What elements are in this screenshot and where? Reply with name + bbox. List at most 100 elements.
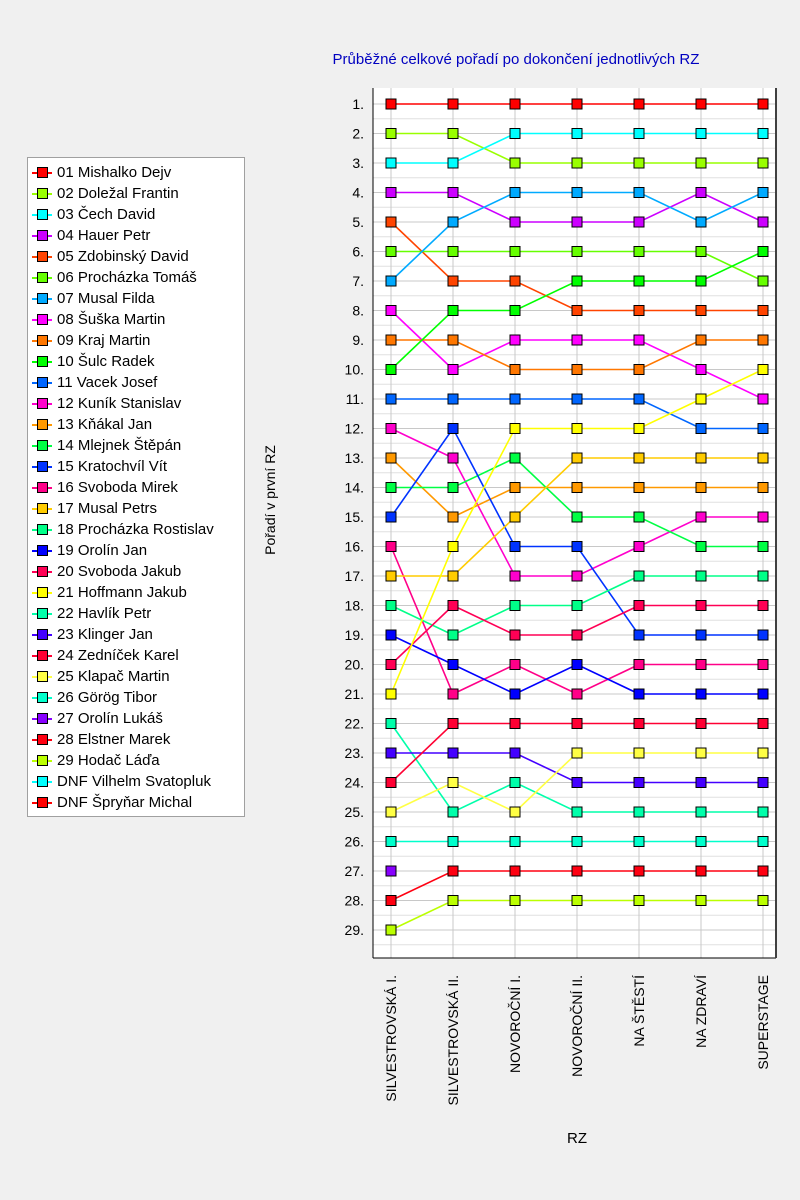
series-15 (385, 423, 769, 641)
legend-item: 17 Musal Petrs (28, 498, 244, 519)
y-tick-label: 3. (352, 155, 364, 171)
data-point (447, 393, 459, 405)
data-point (633, 482, 645, 493)
legend-marker (37, 314, 48, 325)
legend-item: 01 Mishalko Dejv (28, 162, 244, 183)
data-point (633, 423, 645, 434)
data-point (447, 334, 459, 346)
data-point (571, 511, 583, 523)
legend-item: DNF Vilhelm Svatopluk (28, 771, 244, 792)
series-23 (385, 747, 769, 788)
y-tick-label: 6. (352, 244, 364, 260)
legend-label: 08 Šuška Martin (57, 311, 166, 328)
data-point (571, 305, 583, 316)
legend-marker (37, 566, 48, 577)
chart-title: Průběžné celkové pořadí po dokončení jed… (333, 51, 700, 68)
legend-marker (37, 356, 48, 367)
data-point (757, 452, 769, 464)
legend-label: 01 Mishalko Dejv (57, 164, 172, 181)
legend-label: 07 Musal Filda (57, 290, 155, 307)
series-lines (385, 98, 769, 936)
y-tick-label: 8. (352, 303, 364, 319)
data-point (757, 570, 769, 582)
legend-marker (37, 650, 48, 661)
y-tick-label: 4. (352, 185, 364, 201)
x-tick-label: NA ZDRAVÍ (693, 975, 709, 1048)
data-point (695, 423, 707, 434)
data-point (695, 511, 707, 523)
data-point (633, 216, 645, 228)
x-tick-label: SILVESTROVSKÁ II. (445, 975, 461, 1105)
data-point (447, 895, 459, 906)
legend-label: 29 Hodač Láďa (57, 752, 160, 769)
data-point (447, 305, 459, 316)
data-point (385, 688, 397, 700)
data-point (633, 364, 645, 375)
legend-marker (37, 188, 48, 199)
data-point (509, 629, 521, 641)
data-point (509, 836, 521, 847)
data-point (757, 747, 769, 759)
y-tick-label: 18. (345, 598, 364, 614)
legend-marker (37, 587, 48, 598)
legend-label: 09 Kraj Martin (57, 332, 151, 349)
data-point (571, 629, 583, 641)
data-point (385, 541, 397, 552)
data-point (385, 836, 397, 847)
legend-item: 08 Šuška Martin (28, 309, 244, 330)
data-point (509, 216, 521, 228)
legend-label: 05 Zdobinský David (57, 248, 189, 265)
data-point (385, 629, 397, 641)
data-point (571, 364, 583, 375)
data-point (385, 865, 397, 877)
data-point (695, 747, 707, 759)
data-point (695, 187, 707, 198)
legend-marker (37, 230, 48, 241)
series-17 (385, 452, 769, 582)
y-tick-label: 25. (345, 804, 364, 820)
data-point (695, 659, 707, 670)
data-point (509, 305, 521, 316)
data-point (695, 216, 707, 228)
legend-marker (37, 167, 48, 178)
data-point (385, 806, 397, 818)
data-point (757, 688, 769, 700)
data-point (385, 659, 397, 670)
data-point (633, 865, 645, 877)
data-point (633, 688, 645, 700)
data-point (757, 364, 769, 375)
legend-marker (37, 755, 48, 766)
legend-label: 14 Mlejnek Štěpán (57, 437, 182, 454)
legend-marker (37, 482, 48, 493)
data-point (571, 806, 583, 818)
data-point (509, 747, 521, 759)
data-point (385, 187, 397, 198)
legend-item: 15 Kratochvíl Vít (28, 456, 244, 477)
legend-marker (37, 608, 48, 619)
y-tick-label: 28. (345, 893, 364, 909)
legend-marker (37, 503, 48, 514)
legend-label: 20 Svoboda Jakub (57, 563, 182, 580)
data-point (633, 777, 645, 788)
series-4 (385, 187, 769, 228)
y-tick-label: 16. (345, 539, 364, 555)
legend-item: 04 Hauer Petr (28, 225, 244, 246)
legend-label: 12 Kuník Stanislav (57, 395, 182, 412)
data-point (757, 659, 769, 670)
data-point (571, 452, 583, 464)
data-point (385, 924, 397, 936)
data-point (571, 128, 583, 139)
data-point (633, 128, 645, 139)
data-point (695, 275, 707, 287)
legend-label: 03 Čech David (57, 206, 156, 223)
data-point (385, 511, 397, 523)
data-point (757, 246, 769, 257)
y-axis-ticks: 1. 2. 3. 4. 5. 6. 7. 8. 9. 10. 11. 12. 13. 14. 15. 16. 1… (345, 96, 364, 938)
data-point (571, 836, 583, 847)
data-point (757, 98, 769, 110)
series-9 (385, 334, 769, 375)
data-point (633, 334, 645, 346)
legend-marker (37, 713, 48, 724)
data-point (571, 187, 583, 198)
